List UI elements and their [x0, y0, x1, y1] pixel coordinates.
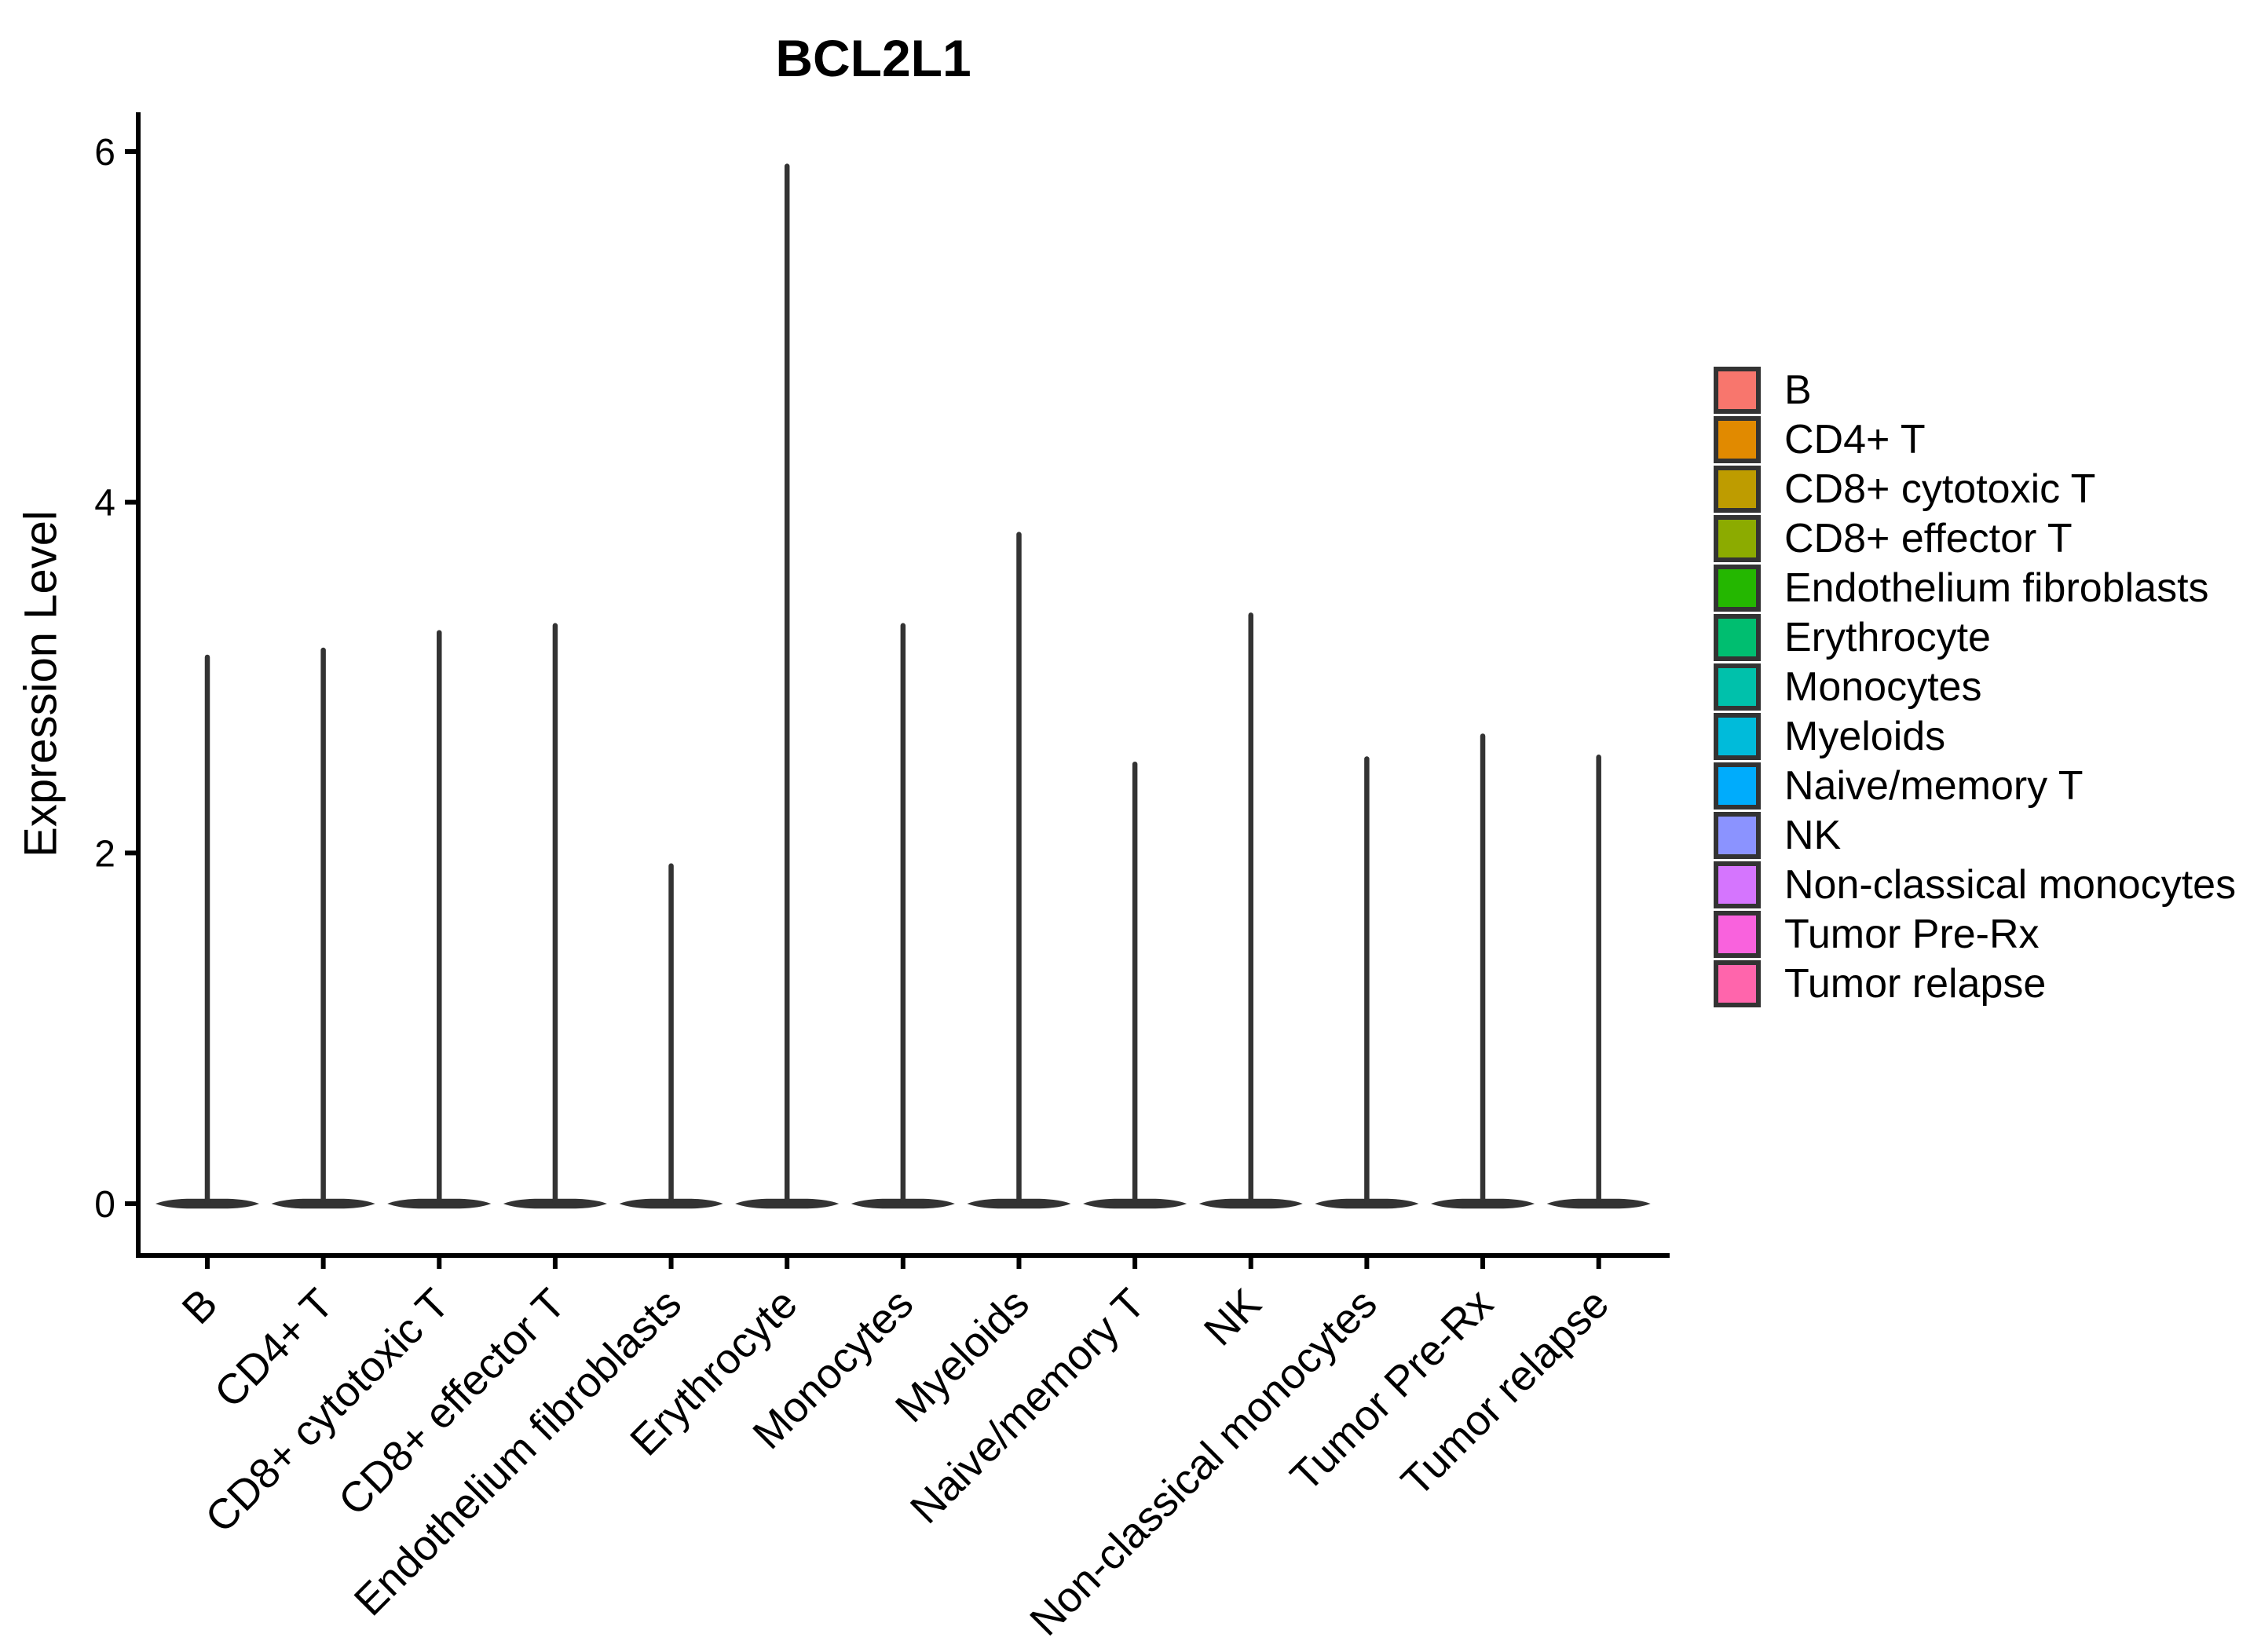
legend-label: Naive/memory T [1784, 763, 2084, 809]
x-tick-label: NK [1195, 1280, 1270, 1354]
legend-item: Tumor Pre-Rx [1714, 911, 2236, 958]
y-tick-label: 6 [94, 132, 115, 174]
legend-swatch [1714, 416, 1761, 463]
legend-swatch [1714, 367, 1761, 414]
y-tick-label: 2 [94, 833, 115, 875]
legend-item: Endothelium fibroblasts [1714, 565, 2236, 612]
y-tick-label: 4 [94, 483, 115, 524]
legend-swatch [1714, 911, 1761, 958]
legend-item: Erythrocyte [1714, 614, 2236, 661]
legend-item: CD4+ T [1714, 416, 2236, 463]
y-tick-label: 0 [94, 1184, 115, 1226]
legend-label: NK [1784, 813, 1842, 858]
legend-label: CD8+ effector T [1784, 516, 2073, 561]
x-tick-label: B [174, 1280, 227, 1333]
x-tick-label: Tumor relapse [1392, 1280, 1618, 1505]
legend-item: CD8+ cytotoxic T [1714, 466, 2236, 513]
legend-item: B [1714, 367, 2236, 414]
legend-label: Tumor relapse [1784, 961, 2047, 1007]
legend-swatch [1714, 515, 1761, 562]
legend-label: Non-classical monocytes [1784, 862, 2237, 908]
legend-swatch [1714, 861, 1761, 908]
legend-swatch [1714, 762, 1761, 810]
legend-label: CD4+ T [1784, 417, 1926, 462]
legend-label: CD8+ cytotoxic T [1784, 466, 2096, 512]
legend-swatch [1714, 565, 1761, 612]
legend-label: Endothelium fibroblasts [1784, 565, 2209, 611]
legend-label: Erythrocyte [1784, 615, 1991, 660]
legend-item: Naive/memory T [1714, 762, 2236, 810]
chart-title: BCL2L1 [775, 29, 971, 87]
legend-label: Myeloids [1784, 714, 1946, 759]
legend-label: Monocytes [1784, 664, 1982, 710]
legend-item: Myeloids [1714, 713, 2236, 760]
legend-item: NK [1714, 812, 2236, 859]
legend-item: CD8+ effector T [1714, 515, 2236, 562]
legend-swatch [1714, 466, 1761, 513]
legend-label: B [1784, 367, 1812, 413]
legend-swatch [1714, 663, 1761, 711]
legend-item: Monocytes [1714, 663, 2236, 711]
legend-label: Tumor Pre-Rx [1784, 912, 2040, 957]
legend-swatch [1714, 812, 1761, 859]
legend-item: Non-classical monocytes [1714, 861, 2236, 908]
x-tick-label: Tumor Pre-Rx [1282, 1280, 1502, 1500]
legend-swatch [1714, 960, 1761, 1007]
legend-item: Tumor relapse [1714, 960, 2236, 1007]
legend-swatch [1714, 713, 1761, 760]
legend: B CD4+ T CD8+ cytotoxic T CD8+ effector T En… [1714, 367, 2236, 1010]
legend-swatch [1714, 614, 1761, 661]
